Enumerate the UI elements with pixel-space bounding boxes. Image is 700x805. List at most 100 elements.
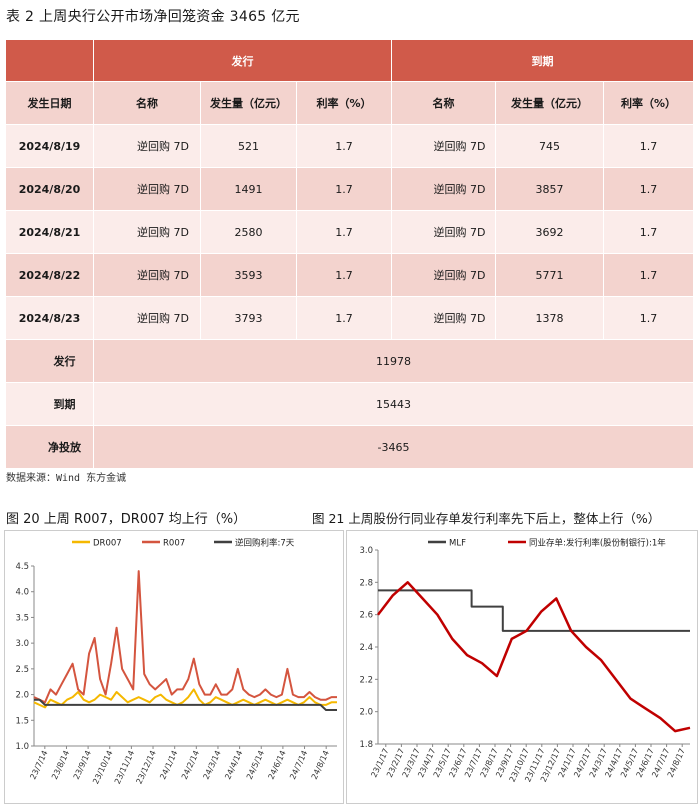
x-tick-label: 24/5/14 (245, 749, 266, 781)
x-tick-label: 24/3/14 (202, 749, 223, 781)
issue-amount-cell: 521 (200, 124, 297, 168)
mat-name-cell: 逆回购 7D (391, 167, 497, 211)
legend-label: DR007 (93, 539, 122, 549)
mat-amount-cell: 1378 (495, 296, 605, 340)
y-tick-label: 3.5 (15, 613, 29, 623)
x-tick-label: 24/6/14 (267, 749, 288, 781)
y-tick-label: 1.8 (359, 740, 373, 750)
series-line-2 (34, 698, 337, 711)
issue-rate-cell: 1.7 (295, 296, 393, 340)
col-header-mat-name: 名称 (391, 81, 497, 125)
series-line-0 (378, 589, 690, 632)
mat-amount-cell: 3692 (495, 210, 605, 254)
summary-row-issue: 发行 11978 (5, 339, 695, 383)
col-header-mat-amount: 发生量（亿元） (495, 81, 605, 125)
issue-name-cell: 逆回购 7D (93, 167, 201, 211)
x-tick-label: 23/10/14 (91, 749, 114, 785)
chart-title-fig21: 图 21 上周股份行同业存单发行利率先下后上，整体上行（%） (312, 511, 661, 526)
x-tick-label: 24/8/14 (310, 749, 331, 781)
summary-value: 15443 (92, 382, 695, 426)
mat-rate-cell: 1.7 (603, 167, 695, 211)
mat-rate-cell: 1.7 (603, 253, 695, 297)
legend-label: MLF (449, 539, 466, 549)
date-cell: 2024/8/22 (5, 253, 94, 297)
y-tick-label: 2.0 (359, 708, 373, 718)
series-line-1 (377, 581, 691, 733)
x-tick-label: 23/11/14 (113, 749, 136, 785)
col-header-issue-name: 名称 (93, 81, 201, 125)
issue-amount-cell: 3793 (200, 296, 297, 340)
x-tick-label: 24/7/14 (288, 749, 309, 781)
legend-label: R007 (163, 539, 185, 549)
y-tick-label: 1.5 (15, 716, 29, 726)
y-tick-label: 4.5 (15, 562, 29, 572)
mat-amount-cell: 745 (495, 124, 605, 168)
legend-label: 同业存单:发行利率(股份制银行):1年 (529, 538, 666, 549)
col-header-mat-rate: 利率（%） (603, 81, 695, 125)
table-title: 表 2 上周央行公开市场净回笼资金 3465 亿元 (6, 9, 300, 25)
chart-svg-repo: 1.01.52.02.53.03.54.04.523/7/14 23/8/14 23… (4, 530, 344, 804)
y-tick-label: 3.0 (15, 639, 29, 649)
data-source-note: 数据来源：Wind 东方金诚 (6, 473, 127, 484)
x-tick-label: 24/4/14 (223, 749, 244, 781)
y-tick-label: 2.2 (359, 675, 373, 685)
summary-label: 到期 (5, 382, 94, 426)
y-tick-label: 2.6 (359, 611, 373, 621)
issue-amount-cell: 2580 (200, 210, 297, 254)
y-tick-label: 2.5 (15, 665, 29, 675)
summary-row-maturity: 到期 15443 (5, 382, 695, 426)
issue-name-cell: 逆回购 7D (93, 253, 201, 297)
mat-amount-cell: 5771 (495, 253, 605, 297)
summary-row-net: 净投放 -3465 (5, 425, 695, 469)
table-row: 2024/8/22 逆回购 7D 3593 1.7 逆回购 7D 5771 1.… (5, 253, 695, 297)
y-tick-label: 2.0 (15, 691, 29, 701)
chart-title-fig20: 图 20 上周 R007，DR007 均上行（%） (6, 512, 247, 527)
table-row: 2024/8/23 逆回购 7D 3793 1.7 逆回购 7D 1378 1.… (5, 296, 695, 340)
date-cell: 2024/8/19 (5, 124, 94, 168)
x-tick-label: 23/12/14 (135, 749, 158, 785)
mat-rate-cell: 1.7 (603, 124, 695, 168)
date-cell: 2024/8/20 (5, 167, 94, 211)
date-cell: 2024/8/21 (5, 210, 94, 254)
issue-amount-cell: 1491 (200, 167, 297, 211)
col-header-issue-rate: 利率（%） (295, 81, 393, 125)
date-cell: 2024/8/23 (5, 296, 94, 340)
mat-rate-cell: 1.7 (603, 210, 695, 254)
y-tick-label: 2.4 (359, 643, 373, 653)
y-tick-label: 2.8 (359, 578, 373, 588)
x-tick-label: 24/1/14 (158, 749, 179, 781)
summary-value: 11978 (92, 339, 695, 383)
issue-rate-cell: 1.7 (295, 124, 393, 168)
table-row: 2024/8/21 逆回购 7D 2580 1.7 逆回购 7D 3692 1.… (5, 210, 695, 254)
summary-label: 净投放 (5, 425, 94, 469)
y-tick-label: 1.0 (15, 742, 29, 752)
table-row: 2024/8/19 逆回购 7D 521 1.7 逆回购 7D 745 1.7 (5, 124, 695, 168)
series-line-0 (33, 688, 337, 709)
legend-label: 逆回购利率:7天 (235, 538, 295, 549)
issue-name-cell: 逆回购 7D (93, 124, 201, 168)
corner-cell (5, 39, 94, 82)
y-tick-label: 4.0 (15, 588, 29, 598)
y-tick-label: 3.0 (359, 546, 373, 556)
issue-rate-cell: 1.7 (295, 167, 393, 211)
table-row: 2024/8/20 逆回购 7D 1491 1.7 逆回购 7D 3857 1.… (5, 167, 695, 211)
chart-frame (4, 530, 344, 804)
mat-rate-cell: 1.7 (603, 296, 695, 340)
open-market-table: 发行 到期 发生日期 名称 发生量（亿元） 利率（%） 名称 发生量（亿元） 利… (5, 39, 695, 469)
issue-name-cell: 逆回购 7D (93, 296, 201, 340)
issue-rate-cell: 1.7 (295, 253, 393, 297)
summary-value: -3465 (92, 425, 695, 469)
mat-name-cell: 逆回购 7D (391, 210, 497, 254)
chart-frame (346, 530, 698, 804)
x-tick-label: 24/2/14 (180, 749, 201, 781)
issue-rate-cell: 1.7 (295, 210, 393, 254)
x-tick-label: 23/9/14 (72, 749, 93, 781)
group-header-issue: 发行 (92, 39, 393, 82)
issue-name-cell: 逆回购 7D (93, 210, 201, 254)
mat-name-cell: 逆回购 7D (391, 296, 497, 340)
chart-repo-rates: 1.0 1.5 2.0 2.5 3.0 3.5 4.0 4.5 23/7/14 23/8/14 23… (4, 530, 344, 804)
issue-amount-cell: 3593 (200, 253, 297, 297)
series-line-1 (33, 570, 337, 704)
chart-ncd-rates: 1.8 2.0 2.2 2.4 2.6 2.8 3.0 23/1/17 23/2/17 23/3/… (346, 530, 698, 804)
col-header-issue-amount: 发生量（亿元） (200, 81, 297, 125)
